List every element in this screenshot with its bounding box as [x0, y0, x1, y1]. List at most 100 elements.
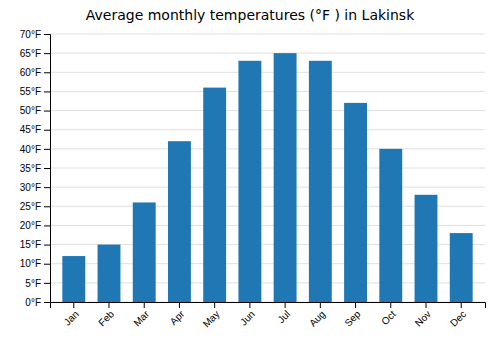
y-tick-label: 5°F	[25, 278, 41, 289]
y-tick-label: 60°F	[20, 67, 41, 78]
bar	[168, 141, 191, 302]
bar	[133, 202, 156, 302]
bar	[344, 103, 367, 302]
bar	[450, 233, 473, 302]
x-tick-mark	[249, 302, 250, 308]
plot-area: 0°F 5°F 10°F 15°F 20°F 25°F 30°F 35°F 40°F 45°F 50…	[20, 29, 486, 330]
x-axis: Jan Feb Mar Apr May Jun Jul Aug Sep Oct Nov Dec	[51, 302, 486, 330]
y-tick-mark	[44, 130, 50, 131]
x-tick-label: Mar	[131, 308, 151, 328]
y-tick-mark	[44, 264, 50, 265]
y-tick-label: 55°F	[20, 86, 41, 97]
x-tick: May	[201, 302, 222, 330]
y-tick-mark	[44, 206, 50, 207]
grid-line	[50, 187, 485, 188]
grid-line	[50, 53, 485, 54]
x-tick-label: Jul	[275, 308, 292, 325]
x-tick-mark	[214, 302, 215, 308]
x-tick: Sep	[342, 302, 363, 329]
y-tick-mark	[44, 53, 50, 54]
y-tick-mark	[44, 111, 50, 112]
x-tick-label: Aug	[307, 308, 327, 328]
y-tick-label: 35°F	[20, 163, 41, 174]
y-tick: 45°F	[20, 124, 50, 135]
y-tick-label: 15°F	[20, 239, 41, 250]
bar	[98, 245, 121, 302]
x-tick-label: Sep	[342, 308, 363, 329]
y-tick-label: 10°F	[20, 258, 41, 269]
grid-line	[50, 110, 485, 111]
x-tick-mark	[320, 302, 321, 308]
bar	[62, 256, 85, 302]
x-tick-label: Jan	[62, 308, 81, 327]
x-tick-label: Nov	[413, 308, 433, 328]
x-tick-label: Dec	[448, 308, 468, 328]
x-tick-mark	[461, 302, 462, 308]
y-tick: 5°F	[25, 278, 50, 289]
x-tick-mark	[179, 302, 180, 308]
y-tick-label: 50°F	[20, 105, 41, 116]
y-tick-mark	[44, 225, 50, 226]
bars	[62, 53, 472, 302]
x-tick-mark	[390, 302, 391, 308]
x-tick-label: Feb	[96, 308, 116, 328]
x-tick-mark	[144, 302, 145, 308]
x-tick-label: Apr	[168, 308, 187, 327]
y-tick: 25°F	[20, 201, 50, 212]
x-tick-label: Oct	[379, 308, 398, 327]
grid-line	[50, 129, 485, 130]
x-tick: Jan	[62, 302, 81, 328]
bar	[379, 149, 402, 302]
y-tick-mark	[44, 283, 50, 284]
chart-container: 0°F 5°F 10°F 15°F 20°F 25°F 30°F 35°F 40°F 45°F 50…	[0, 0, 500, 350]
grid-line	[50, 34, 485, 35]
y-tick: 50°F	[20, 105, 50, 116]
y-tick-mark	[44, 187, 50, 188]
grid-line	[50, 91, 485, 92]
x-tick-mark	[285, 302, 286, 308]
x-tick: Nov	[413, 302, 433, 329]
grid-line	[50, 168, 485, 169]
chart-svg: 0°F 5°F 10°F 15°F 20°F 25°F 30°F 35°F 40°F 45°F 50…	[0, 0, 500, 350]
y-tick-mark	[44, 91, 50, 92]
x-tick-mark	[73, 302, 74, 308]
y-tick-label: 70°F	[20, 29, 41, 40]
y-tick-mark	[44, 72, 50, 73]
y-tick: 65°F	[20, 48, 50, 59]
y-tick-label: 20°F	[20, 220, 41, 231]
y-tick-label: 30°F	[20, 182, 41, 193]
x-tick: Jun	[238, 302, 257, 328]
x-tick: Apr	[168, 302, 187, 327]
x-tick: Jul	[275, 302, 292, 325]
x-tick: Dec	[448, 302, 468, 329]
bar	[203, 88, 226, 302]
y-tick: 60°F	[20, 67, 50, 78]
y-tick-label: 25°F	[20, 201, 41, 212]
y-tick-mark	[44, 168, 50, 169]
y-tick: 35°F	[20, 163, 50, 174]
y-axis-line	[44, 35, 51, 303]
grid	[50, 34, 485, 302]
y-tick: 10°F	[20, 258, 50, 269]
y-tick-mark	[44, 245, 50, 246]
x-tick-mark	[426, 302, 427, 308]
bar	[415, 195, 438, 302]
x-tick-label: Jun	[238, 308, 257, 327]
title: Average monthly temperatures (°F ) in La…	[86, 7, 415, 23]
y-tick: 15°F	[20, 239, 50, 250]
x-tick: Aug	[307, 302, 327, 329]
bar	[238, 61, 261, 302]
y-tick: 0°F	[25, 297, 50, 308]
y-tick: 40°F	[20, 144, 50, 155]
x-tick: Feb	[96, 302, 116, 328]
y-tick-label: 40°F	[20, 144, 41, 155]
y-tick: 20°F	[20, 220, 50, 231]
y-axis: 0°F 5°F 10°F 15°F 20°F 25°F 30°F 35°F 40°F 45°F 50…	[20, 29, 51, 308]
bar	[274, 53, 297, 302]
y-tick-label: 45°F	[20, 124, 41, 135]
y-tick-label: 65°F	[20, 48, 41, 59]
y-tick-mark	[44, 149, 50, 150]
x-axis-line	[51, 303, 486, 309]
y-tick-mark	[44, 302, 50, 303]
y-tick-mark	[44, 34, 50, 35]
